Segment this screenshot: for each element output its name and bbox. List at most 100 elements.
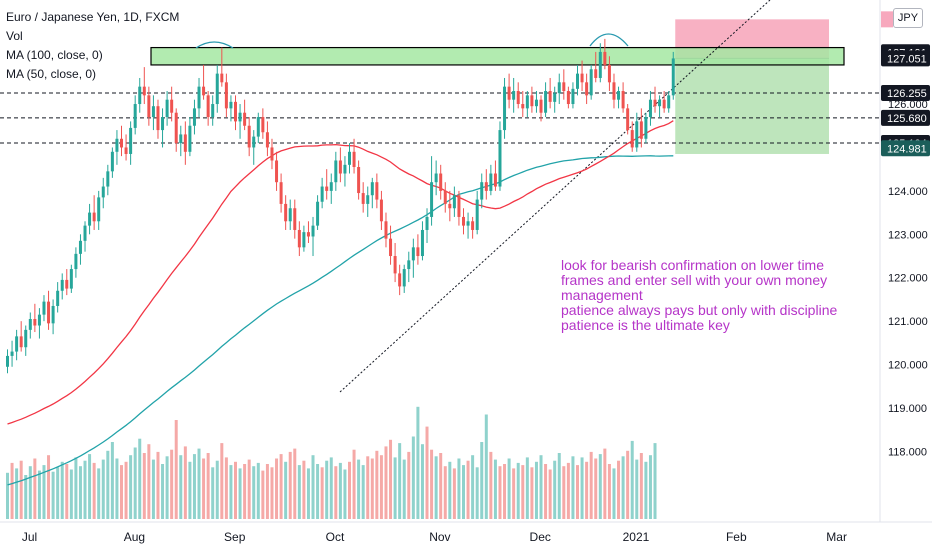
candle-body	[393, 256, 397, 274]
volume-bar	[92, 462, 96, 519]
volume-bar	[348, 461, 351, 519]
candle-body	[443, 190, 447, 204]
note-line: frames and enter sell with your own mone…	[561, 272, 828, 288]
volume-bar	[439, 453, 443, 519]
candle-body	[165, 99, 169, 118]
candle-body	[170, 99, 174, 113]
volume-bar	[389, 439, 393, 519]
volume-bar	[416, 406, 420, 519]
volume-bar	[617, 460, 621, 519]
candle-body	[211, 104, 215, 118]
candle-body	[51, 305, 55, 324]
candle-body	[224, 82, 228, 109]
volume-bar	[302, 460, 306, 519]
candle-body	[457, 195, 461, 217]
candle-body	[138, 86, 142, 105]
time-axis-label: Jul	[22, 530, 37, 544]
candle-body	[425, 216, 429, 230]
candle-body	[375, 182, 379, 200]
note-line: look for bearish confirmation on lower t…	[561, 257, 825, 273]
volume-bar	[562, 466, 566, 519]
time-axis-label: 2021	[623, 530, 650, 544]
volume-bar	[156, 451, 160, 519]
time-axis-label: Nov	[429, 530, 450, 544]
candle-body	[247, 125, 251, 148]
volume-bar	[361, 465, 365, 519]
candle-body	[60, 279, 64, 291]
volume-bar	[370, 458, 374, 519]
volume-bar	[252, 466, 256, 519]
candle-body	[379, 199, 383, 222]
candle-body	[297, 229, 301, 248]
candle-body	[612, 82, 616, 100]
volume-bar	[51, 471, 55, 519]
volume-bar	[630, 440, 634, 519]
volume-bar	[525, 457, 529, 519]
volume-bar	[19, 460, 23, 519]
candle-body	[83, 225, 87, 241]
price-label-tag	[881, 109, 930, 126]
volume-bar	[15, 468, 19, 519]
candle-body	[42, 301, 46, 315]
volume-bar	[352, 449, 356, 519]
price-label-tag	[881, 84, 930, 101]
candle-body	[279, 182, 283, 204]
volume-bar	[434, 456, 438, 519]
candle-body	[566, 91, 570, 105]
volume-bar	[279, 454, 283, 519]
volume-bar	[288, 451, 292, 519]
candle-body	[493, 173, 497, 187]
candle-body	[206, 95, 210, 118]
candle-body	[544, 91, 548, 113]
volume-bar	[498, 466, 502, 519]
volume-bar	[493, 459, 497, 519]
candle-body	[471, 221, 475, 230]
candle-body	[293, 208, 297, 230]
candle-body	[644, 117, 648, 139]
candle-body	[589, 69, 593, 96]
volume-bar	[28, 466, 32, 519]
candle-body	[343, 164, 347, 174]
volume-bar	[425, 426, 429, 519]
volume-bar	[430, 449, 434, 519]
volume-bar	[484, 414, 488, 519]
price-tick-label: 120.000	[888, 360, 928, 372]
volume-bar	[462, 465, 465, 519]
volume-bar	[37, 470, 41, 519]
volume-bar	[183, 446, 187, 519]
candle-body	[525, 95, 529, 109]
candle-body	[475, 199, 479, 230]
volume-bar	[648, 455, 652, 519]
candle-body	[594, 69, 598, 78]
candle-body	[78, 240, 82, 254]
volume-bar	[521, 465, 525, 519]
take-profit-zone	[675, 58, 829, 154]
note-line: management	[561, 287, 643, 303]
volume-bar	[325, 460, 329, 519]
candle-body	[635, 121, 639, 148]
candle-body	[653, 99, 657, 107]
ma100-indicator-label[interactable]: MA (100, close, 0)	[6, 48, 103, 62]
volume-bar	[507, 458, 511, 519]
time-axis-label: Mar	[826, 530, 847, 544]
candle-body	[151, 106, 155, 118]
symbol-title[interactable]: Euro / Japanese Yen, 1D, FXCM	[6, 10, 180, 24]
candle-body	[489, 173, 493, 191]
volume-indicator-label[interactable]: Vol	[6, 29, 23, 43]
candle-body	[252, 136, 256, 148]
volume-bar	[457, 458, 461, 519]
price-label-text: 124.981	[887, 143, 927, 155]
currency-button[interactable]: JPY	[893, 8, 923, 28]
volume-bar	[571, 456, 575, 519]
candle-body	[416, 247, 420, 257]
candle-body	[585, 82, 589, 96]
candle-body	[434, 173, 438, 183]
candle-body	[265, 132, 269, 148]
ma50-indicator-label[interactable]: MA (50, close, 0)	[6, 67, 97, 81]
candle-body	[183, 134, 187, 152]
candle-body	[430, 182, 434, 217]
volume-bar	[297, 465, 301, 519]
volume-bar	[489, 451, 493, 519]
